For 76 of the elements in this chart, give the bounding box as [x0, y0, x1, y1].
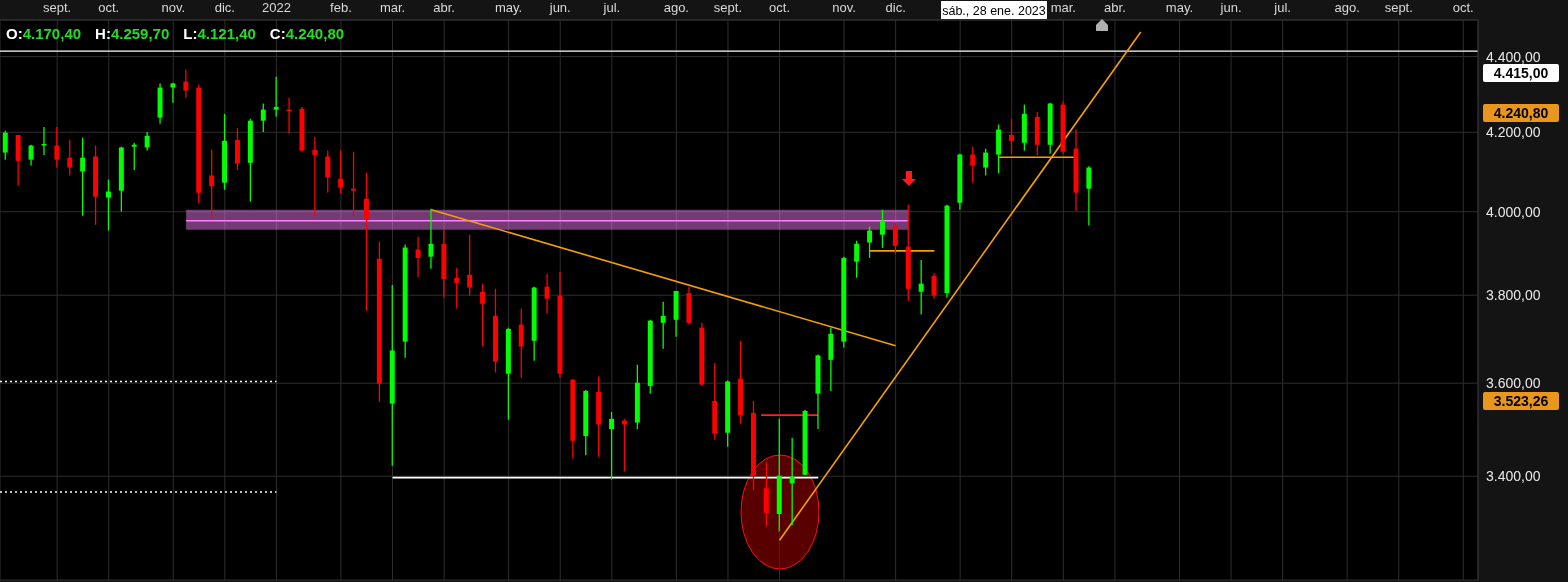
candlestick [918, 259, 924, 316]
candlestick [789, 437, 795, 526]
candlestick [131, 142, 137, 171]
x-tick-label: dic. [214, 0, 235, 15]
x-tick-label: may. [1165, 0, 1194, 15]
x-tick-label: ago. [663, 0, 689, 15]
candlestick [867, 225, 873, 259]
annotation: H:4.259,70 [95, 25, 170, 42]
x-tick-label: jun. [548, 0, 571, 15]
annotation: C:4.240,80 [269, 25, 345, 42]
text: 3.523,26 [1493, 393, 1549, 409]
candlestick [892, 222, 898, 255]
candlestick [480, 283, 486, 348]
x-tick-label: oct. [98, 0, 120, 15]
candlestick [260, 102, 266, 133]
x-tick-label: abr. [433, 0, 455, 15]
y-tick-label: 4.000,00 [1486, 203, 1541, 220]
x-tick-label: jul. [1273, 0, 1291, 15]
x-tick-label: nov. [832, 0, 856, 15]
x-tick-label: feb. [330, 0, 352, 15]
candlestick [325, 149, 331, 194]
candlestick [854, 240, 860, 279]
y-tick-label: 3.400,00 [1486, 468, 1541, 485]
annotation: L:4.121,40 [183, 25, 256, 42]
candlestick [879, 209, 885, 249]
x-tick-label: sept. [43, 0, 72, 15]
x-tick-label: jul. [602, 0, 621, 15]
annotation: O:4.170,40 [6, 25, 82, 42]
candlestick [209, 149, 215, 219]
candlestick [415, 236, 421, 278]
candlestick [183, 68, 189, 99]
candlestick [467, 234, 473, 297]
candlestick [54, 126, 60, 169]
text: sáb., 28 ene. 2023 [942, 4, 1046, 18]
candlestick [67, 139, 73, 177]
x-tick-label: mar. [379, 0, 406, 15]
x-tick-label: abr. [1104, 0, 1126, 15]
text: 4.240,80 [1493, 105, 1549, 121]
x-tick-label: may. [495, 0, 523, 15]
y-tick-label: 4.200,00 [1486, 124, 1541, 141]
candlestick [28, 144, 34, 167]
candlestick [931, 272, 937, 300]
candlestick [1086, 165, 1092, 227]
candlestick [105, 178, 111, 232]
candlestick [80, 137, 86, 217]
x-tick-label: oct. [769, 0, 791, 15]
candlestick [1008, 118, 1014, 155]
y-tick-label: 3.800,00 [1486, 287, 1541, 304]
candlestick [660, 300, 666, 350]
x-tick-label: mar. [1050, 0, 1076, 15]
candlestick [428, 208, 434, 270]
candlestick [234, 127, 240, 171]
candlestick [983, 148, 989, 177]
candlestick [351, 151, 357, 217]
candlestick [970, 146, 976, 184]
x-tick-label: dic. [885, 0, 906, 15]
y-tick-label: 4.400,00 [1486, 48, 1541, 65]
x-tick-label: oct. [1452, 0, 1474, 15]
candlestick [273, 76, 279, 118]
candlestick [609, 411, 615, 481]
candlestick [338, 149, 344, 195]
y-tick-label: 3.600,00 [1486, 375, 1541, 392]
candlestick [312, 136, 318, 218]
candlestick [144, 131, 150, 152]
ref-line-label: 4.415,00 [1493, 65, 1549, 82]
x-tick-label: jun. [1219, 0, 1242, 15]
candlestick [544, 273, 550, 315]
candlestick [518, 307, 524, 379]
x-tick-label: 2022 [261, 0, 291, 15]
x-tick-label: ago. [1334, 0, 1360, 15]
candlestick [2, 130, 8, 161]
x-tick-label: sept. [713, 0, 743, 15]
candlestick [454, 267, 460, 310]
x-tick-label: sept. [1384, 0, 1413, 15]
x-tick-label: nov. [161, 0, 186, 15]
candlestick [363, 172, 369, 312]
